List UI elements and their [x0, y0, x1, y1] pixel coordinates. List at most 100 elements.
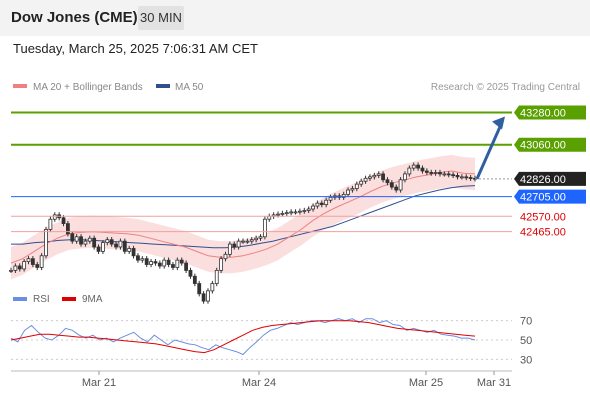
rsi-ma-legend-swatch — [62, 297, 76, 301]
level-label: 43280.00 — [520, 108, 566, 120]
candle-body — [144, 258, 149, 265]
candle-body — [381, 173, 385, 181]
candle-body — [350, 188, 355, 191]
candle-body — [438, 172, 442, 175]
candle-body — [468, 177, 473, 179]
level-label: 43060.00 — [520, 140, 566, 152]
candle-body — [162, 259, 167, 267]
candle-body — [13, 265, 18, 271]
level-tag-bg — [514, 137, 586, 152]
candle-body — [44, 229, 48, 257]
candle-body — [114, 243, 118, 248]
candle-body — [149, 261, 153, 265]
candle-body — [188, 269, 193, 277]
candle-body — [241, 240, 245, 243]
candle-body — [424, 170, 429, 173]
candle-body — [341, 193, 346, 198]
credit-text: Research © 2025 Trading Central — [431, 82, 580, 93]
candle-body — [302, 210, 307, 212]
candle-body — [122, 240, 127, 252]
candle-body — [197, 283, 202, 295]
candle-body — [407, 167, 412, 175]
candle-body — [368, 176, 372, 179]
candle-body — [411, 164, 416, 169]
candle-body — [284, 212, 289, 215]
candle-body — [420, 167, 425, 172]
rsi-tick-label: 70 — [520, 316, 532, 328]
candle-body — [245, 240, 250, 243]
instrument-title: Dow Jones (CME) — [11, 9, 138, 26]
candle-body — [179, 259, 184, 264]
candle-body — [17, 265, 22, 270]
candle-body — [206, 290, 210, 302]
rsi-ma-line — [10, 320, 476, 354]
candle-body — [105, 239, 110, 244]
rsi-tick-label: 30 — [520, 354, 532, 366]
candle-body — [140, 258, 145, 261]
candle-body — [30, 258, 35, 265]
ma20-legend-swatch — [13, 84, 27, 88]
rsi-legend-swatch — [13, 297, 27, 301]
candle-body — [70, 233, 75, 242]
projection-arrow-head — [492, 116, 505, 130]
timeframe-badge[interactable]: 30 MIN — [138, 6, 184, 30]
ma20-legend-label: MA 20 + Bollinger Bands — [33, 82, 143, 93]
candle-body — [227, 243, 232, 255]
level-tag-bg — [514, 189, 586, 204]
candle-body — [276, 213, 280, 216]
candle-body — [433, 172, 438, 174]
candle-body — [171, 264, 175, 268]
candle-body — [451, 174, 456, 177]
timestamp: Tuesday, March 25, 2025 7:06:31 AM CET — [13, 41, 258, 56]
candle-body — [214, 269, 219, 284]
candle-body — [372, 174, 377, 178]
candle-body — [442, 173, 447, 176]
bollinger-band — [11, 154, 475, 280]
candle-body — [166, 259, 171, 265]
candle-body — [39, 255, 44, 268]
candle-body — [359, 180, 364, 185]
candle-body — [311, 205, 315, 210]
candle-body — [280, 212, 285, 215]
candle-body — [26, 258, 31, 263]
candle-body — [136, 255, 140, 261]
candle-body — [328, 196, 333, 201]
candle-body — [346, 189, 350, 195]
candle-body — [416, 164, 420, 169]
candle-body — [249, 239, 254, 242]
rsi-tick-label: 50 — [520, 335, 532, 347]
candle-body — [385, 179, 390, 184]
x-tick-label: Mar 24 — [242, 377, 276, 389]
candle-body — [192, 275, 197, 284]
candle-body — [306, 208, 311, 211]
candle-body — [262, 218, 267, 238]
candle-body — [175, 259, 180, 268]
candle-body — [48, 218, 53, 230]
candle-body — [293, 211, 298, 214]
candle-body — [464, 176, 469, 179]
ma50-legend-label: MA 50 — [175, 82, 204, 93]
candle-body — [127, 248, 132, 252]
candle-body — [315, 202, 320, 207]
rsi-ma-legend-label: 9MA — [82, 294, 103, 305]
candle-body — [232, 243, 237, 248]
candle-body — [455, 174, 460, 178]
candle-body — [79, 236, 83, 245]
candle-body — [376, 173, 381, 176]
candle-body — [83, 240, 88, 245]
level-tag-bg — [514, 171, 586, 186]
candle-body — [223, 253, 228, 260]
level-label: 42465.00 — [520, 227, 566, 239]
candle-body — [403, 173, 407, 181]
candle-body — [354, 183, 359, 189]
candle-body — [446, 173, 451, 176]
candle-body — [210, 283, 215, 292]
candle-body — [236, 240, 241, 248]
candle-body — [363, 177, 368, 182]
projection-arrow-shaft — [475, 123, 503, 180]
x-tick-label: Mar 25 — [409, 377, 443, 389]
candle-body — [9, 269, 13, 272]
x-tick-label: Mar 21 — [82, 377, 116, 389]
candle-body — [459, 176, 464, 179]
